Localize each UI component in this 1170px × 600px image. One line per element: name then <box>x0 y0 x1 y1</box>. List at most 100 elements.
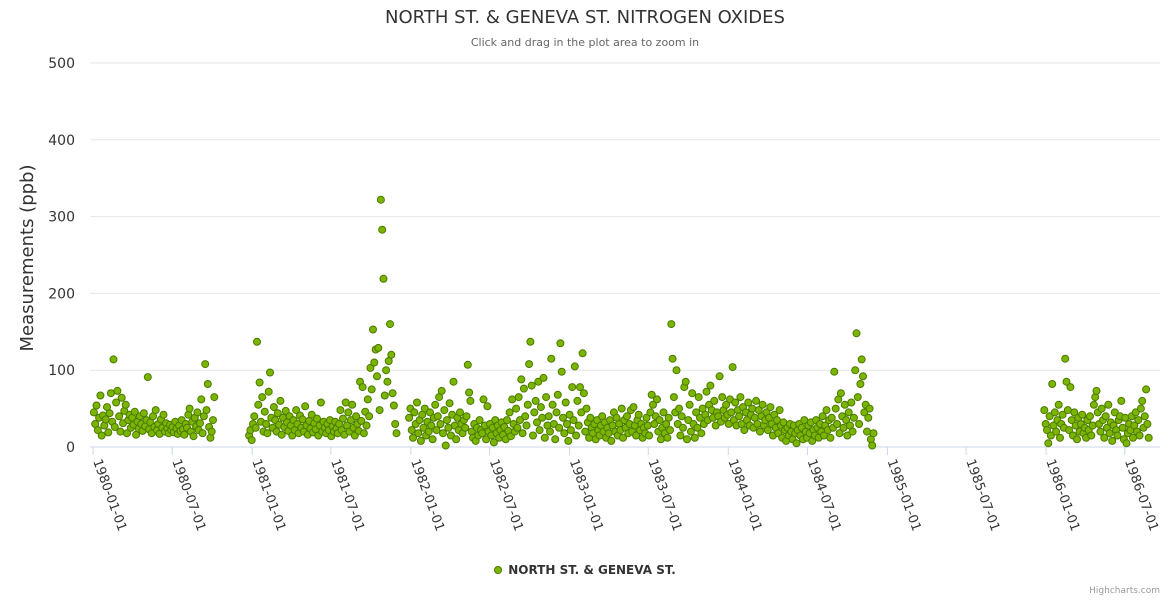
legend-marker-icon <box>494 566 503 574</box>
data-point <box>649 400 657 409</box>
data-point <box>209 416 217 425</box>
data-point <box>367 385 376 394</box>
data-point <box>1040 406 1049 415</box>
data-point <box>1117 396 1126 405</box>
data-point <box>607 436 616 445</box>
data-point <box>693 423 702 432</box>
data-point <box>847 398 856 407</box>
data-point <box>105 409 114 418</box>
data-point <box>574 421 583 430</box>
data-point <box>375 406 384 415</box>
data-point <box>382 366 391 375</box>
data-point <box>123 429 131 438</box>
data-point <box>573 396 582 405</box>
data-point <box>263 429 272 438</box>
data-point <box>822 406 831 415</box>
data-point <box>193 408 202 417</box>
data-point <box>869 429 878 438</box>
data-point <box>281 406 290 415</box>
data-point <box>830 367 839 376</box>
data-point <box>853 393 862 402</box>
data-point <box>683 435 691 444</box>
data-point <box>766 403 775 412</box>
data-point <box>676 431 685 440</box>
data-points[interactable] <box>89 195 1153 450</box>
data-point <box>522 421 531 430</box>
data-point <box>433 412 442 421</box>
data-point <box>852 329 861 338</box>
data-point <box>519 384 528 393</box>
data-point <box>121 400 130 409</box>
data-point <box>276 396 285 405</box>
data-point <box>836 389 845 398</box>
data-point <box>548 400 557 409</box>
data-point <box>1086 412 1094 421</box>
data-point <box>1066 383 1075 392</box>
data-point <box>93 426 102 435</box>
x-tick-label: 1986-01-01 <box>1042 457 1082 533</box>
data-point <box>419 423 428 432</box>
data-point <box>202 406 211 415</box>
data-point <box>642 413 651 422</box>
data-point <box>207 427 216 436</box>
data-point <box>292 406 301 415</box>
data-point <box>483 402 492 411</box>
data-point <box>692 408 701 417</box>
legend-item-north-geneva[interactable]: NORTH ST. & GENEVA ST. <box>494 563 676 577</box>
x-tick-label: 1983-07-01 <box>645 457 685 533</box>
data-point <box>441 441 450 450</box>
data-point <box>110 423 119 431</box>
data-point <box>718 393 727 402</box>
data-point <box>556 339 565 348</box>
data-point <box>756 427 764 436</box>
data-point <box>443 416 451 425</box>
data-point <box>1121 413 1130 422</box>
data-point <box>513 423 522 432</box>
data-point <box>856 380 865 388</box>
data-point <box>1043 426 1051 435</box>
data-point <box>96 391 105 400</box>
data-point <box>115 412 124 421</box>
data-point <box>197 395 206 404</box>
data-point <box>461 423 470 432</box>
data-point <box>301 402 310 411</box>
data-point <box>664 413 673 422</box>
x-tick-label: 1984-07-01 <box>804 457 844 533</box>
data-point <box>262 420 271 428</box>
data-point <box>736 393 745 402</box>
data-point <box>366 363 375 372</box>
data-point <box>405 413 414 422</box>
data-point <box>307 410 316 419</box>
data-point <box>109 355 118 364</box>
data-point <box>1045 412 1054 421</box>
data-point <box>1097 404 1106 413</box>
data-point <box>655 416 664 425</box>
data-point <box>505 408 514 417</box>
data-point <box>1131 408 1140 417</box>
x-tick-label: 1983-01-01 <box>566 457 606 533</box>
data-point <box>1065 426 1074 435</box>
data-point <box>198 429 207 438</box>
data-point <box>269 403 278 412</box>
data-point <box>1143 420 1152 428</box>
data-point <box>1048 380 1057 388</box>
data-point <box>449 377 458 386</box>
data-point <box>258 393 267 402</box>
data-point <box>101 415 110 424</box>
data-point <box>851 366 860 375</box>
data-point <box>444 423 453 432</box>
data-point <box>1058 410 1067 419</box>
data-point <box>1134 416 1143 425</box>
x-tick-label: 1986-07-01 <box>1121 457 1161 533</box>
credits-link[interactable]: Highcharts.com <box>1089 586 1160 596</box>
y-tick-label: 500 <box>48 56 75 72</box>
data-point <box>373 372 381 381</box>
data-point <box>672 366 681 375</box>
data-point <box>159 410 168 419</box>
data-point <box>196 419 204 428</box>
data-point <box>868 441 877 450</box>
data-point <box>1062 377 1071 386</box>
data-point <box>650 420 659 428</box>
data-point <box>456 408 464 417</box>
